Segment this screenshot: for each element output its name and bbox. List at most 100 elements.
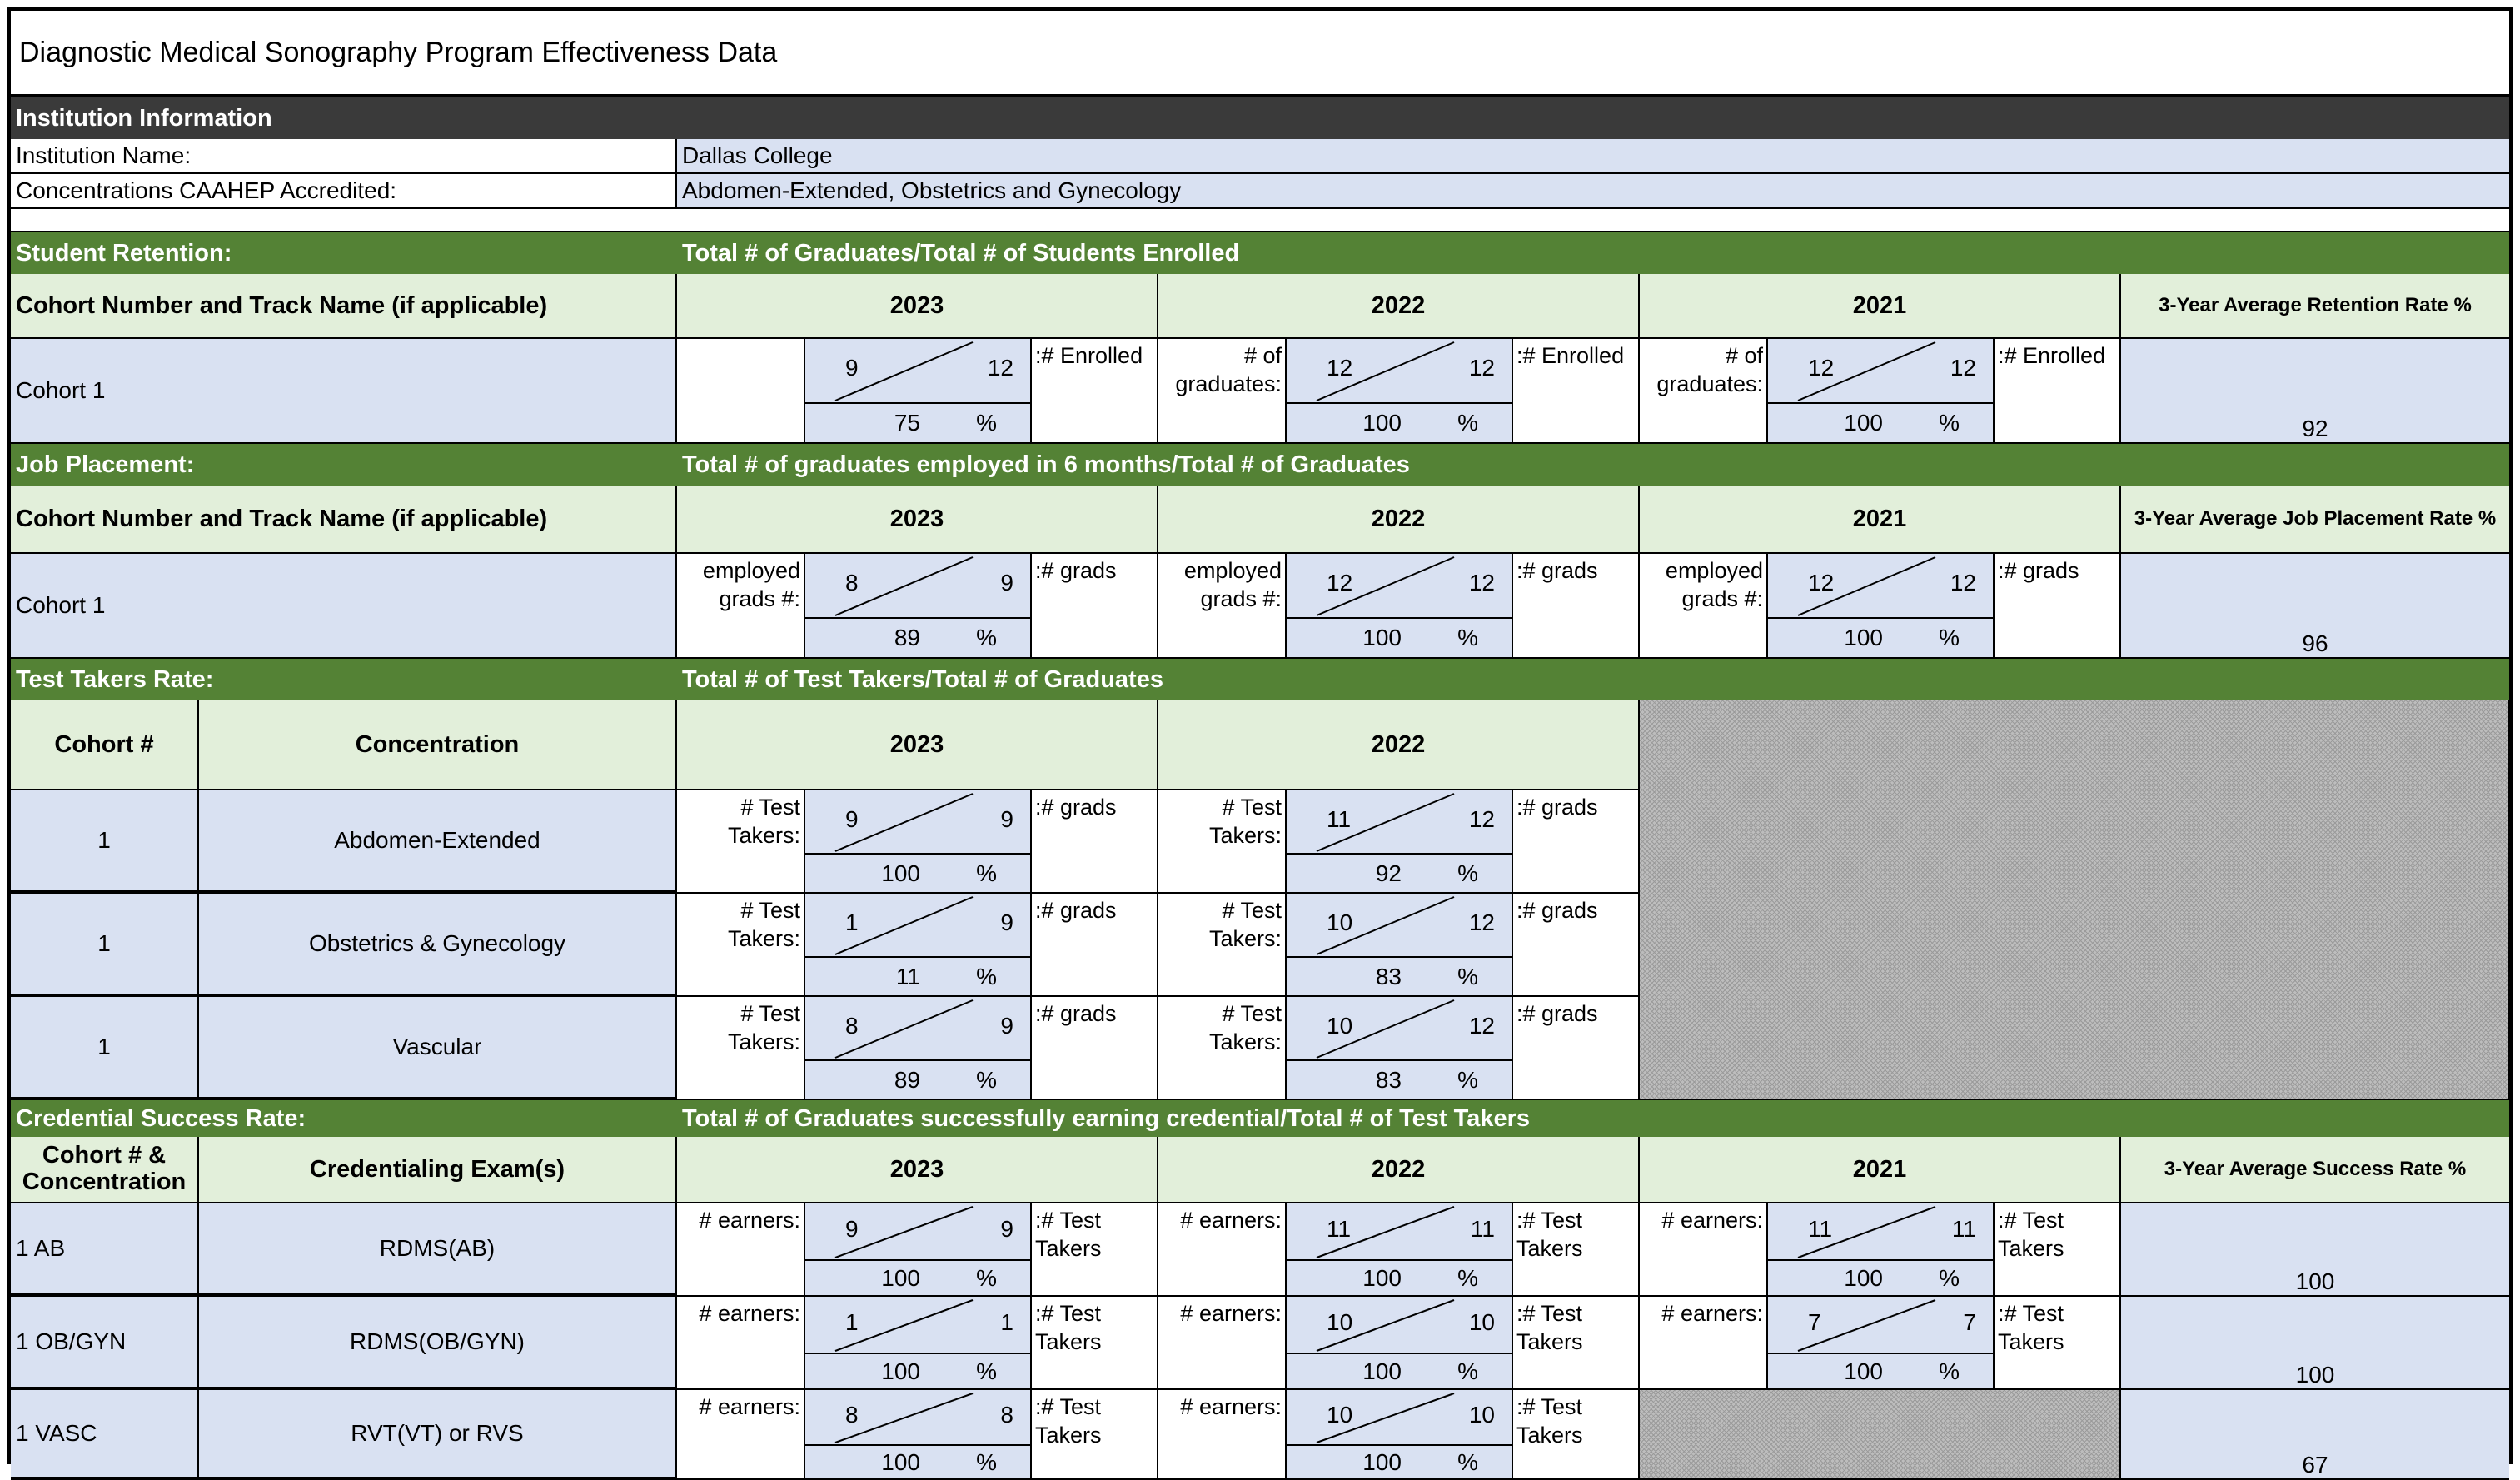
page-title: Diagnostic Medical Sonography Program Ef… xyxy=(11,11,2509,97)
test-takers-2023-numerator[interactable]: 8 xyxy=(845,1013,859,1039)
test-takers-2023-percent-row: 100% xyxy=(804,855,1032,892)
retention-2022-numerator[interactable]: 12 xyxy=(1327,355,1353,381)
job-2022-numerator[interactable]: 12 xyxy=(1327,570,1353,595)
institution-name-value[interactable]: Dallas College xyxy=(677,139,2509,174)
credential-2021-denominator[interactable]: 11 xyxy=(1951,1216,1976,1242)
test-takers-2022-denominator[interactable]: 12 xyxy=(1468,909,1495,935)
test-takers-unused-area xyxy=(1640,700,2509,1100)
test-takers-2022-denominator[interactable]: 12 xyxy=(1468,806,1495,832)
credential-2023-numerator[interactable]: 1 xyxy=(845,1309,859,1335)
credential-2023-percent-value: 100 xyxy=(881,1448,920,1475)
retention-2021-numerator[interactable]: 12 xyxy=(1808,355,1835,381)
job-2021-numerator[interactable]: 12 xyxy=(1808,570,1835,595)
retention-cohort-header: Cohort Number and Track Name (if applica… xyxy=(11,274,677,339)
credential-2022-denominator[interactable]: 11 xyxy=(1470,1216,1495,1242)
credential-2021-percent-symbol: % xyxy=(1939,1264,1960,1291)
credential-2021-percent-value: 100 xyxy=(1844,1264,1883,1291)
test-takers-2023-fraction: 9 9 100% xyxy=(804,790,1032,892)
credential-2022-numerator[interactable]: 11 xyxy=(1327,1216,1352,1242)
credential-section-label: Credential Success Rate: xyxy=(16,1104,306,1132)
test-takers-2023-denominator[interactable]: 9 xyxy=(1000,806,1013,832)
test-takers-2023-percent-value: 11 xyxy=(895,963,920,989)
retention-2023-percent-value: 75 xyxy=(894,410,920,436)
test-takers-2022-denominator[interactable]: 12 xyxy=(1468,1013,1495,1039)
retention-2022-fraction: 12 12 100% xyxy=(1285,339,1513,442)
job-year-2021: 2021 xyxy=(1640,486,2121,554)
job-year-2023: 2023 xyxy=(677,486,1158,554)
test-takers-formula: Total # of Test Takers/Total # of Gradua… xyxy=(682,665,1163,693)
retention-2021-left-label: # of graduates: xyxy=(1656,343,1763,396)
test-takers-2022-numerator[interactable]: 10 xyxy=(1327,1013,1353,1039)
retention-2023-fraction-box xyxy=(804,339,1032,404)
credential-2021-percent-row: 100% xyxy=(1766,1354,1995,1388)
credential-2021-denominator[interactable]: 7 xyxy=(1963,1309,1976,1335)
test-takers-2022-fraction-box xyxy=(1285,790,1513,855)
credential-2023-percent-symbol: % xyxy=(976,1448,997,1475)
credential-2021-slash-divider xyxy=(1797,1206,1936,1258)
credential-formula: Total # of Graduates successfully earnin… xyxy=(682,1104,1530,1132)
retention-2022-denominator[interactable]: 12 xyxy=(1468,355,1495,381)
credential-2023-fraction-box xyxy=(804,1390,1032,1446)
spreadsheet-sheet: Diagnostic Medical Sonography Program Ef… xyxy=(7,7,2513,1480)
test-takers-2023-percent-value: 100 xyxy=(881,860,920,886)
credential-2022-denominator[interactable]: 10 xyxy=(1468,1309,1495,1335)
credential-2021-numerator[interactable]: 11 xyxy=(1808,1216,1833,1242)
job-2021-denominator[interactable]: 12 xyxy=(1950,570,1976,595)
retention-row-cohort: Cohort 1 xyxy=(11,339,677,444)
credential-2021-numerator[interactable]: 7 xyxy=(1808,1309,1821,1335)
job-2022-denominator[interactable]: 12 xyxy=(1468,570,1495,595)
test-takers-2022-fraction: 10 12 83% xyxy=(1285,997,1513,1099)
credential-2022-denominator[interactable]: 10 xyxy=(1468,1402,1495,1428)
test-takers-2022-percent-row: 83% xyxy=(1285,1061,1513,1099)
credential-2022-numerator[interactable]: 10 xyxy=(1327,1309,1353,1335)
retention-2023-numerator[interactable]: 9 xyxy=(845,355,859,381)
retention-2022-percent-value: 100 xyxy=(1362,410,1402,436)
job-2021-left-label: employed grads #: xyxy=(1665,558,1763,611)
test-takers-2022-percent-row: 92% xyxy=(1285,855,1513,892)
job-2023-slash-divider xyxy=(834,556,974,616)
job-2022-right-label: :# grads xyxy=(1516,558,1598,583)
credential-2021-percent-value: 100 xyxy=(1844,1358,1883,1384)
test-takers-2022-percent-symbol: % xyxy=(1457,963,1478,989)
test-takers-2022-percent-symbol: % xyxy=(1457,1066,1478,1093)
test-takers-2022-right-label: :# grads xyxy=(1516,898,1598,923)
test-takers-2023-denominator[interactable]: 9 xyxy=(1000,909,1013,935)
test-takers-2023-fraction-box xyxy=(804,997,1032,1061)
job-2022-percent-symbol: % xyxy=(1457,625,1478,650)
test-takers-2022-numerator[interactable]: 11 xyxy=(1327,806,1352,832)
credential-2023-numerator[interactable]: 8 xyxy=(845,1402,859,1428)
credential-2021-fraction-box xyxy=(1766,1203,1995,1261)
test-takers-concentration-header: Concentration xyxy=(199,700,677,790)
job-2023-percent-symbol: % xyxy=(976,625,997,650)
credential-2023-percent-symbol: % xyxy=(976,1264,997,1291)
credential-2022-slash-divider xyxy=(1316,1299,1455,1352)
concentrations-value[interactable]: Abdomen-Extended, Obstetrics and Gynecol… xyxy=(677,174,2509,209)
credential-2023-denominator[interactable]: 1 xyxy=(1000,1309,1013,1335)
test-takers-2023-denominator[interactable]: 9 xyxy=(1000,1013,1013,1039)
job-2023-denominator[interactable]: 9 xyxy=(1000,570,1013,595)
credential-row-exam: RVT(VT) or RVS xyxy=(199,1390,677,1480)
retention-2021-percent-value: 100 xyxy=(1844,410,1883,436)
credential-2023-numerator[interactable]: 9 xyxy=(845,1216,859,1242)
credential-2022-left-label: # earners: xyxy=(1180,1394,1282,1419)
test-takers-2023-fraction: 8 9 89% xyxy=(804,997,1032,1099)
credential-2022-percent-value: 100 xyxy=(1362,1358,1402,1384)
retention-2021-percent-symbol: % xyxy=(1939,410,1960,436)
job-cohort-header: Cohort Number and Track Name (if applica… xyxy=(11,486,677,554)
credential-2022-percent-row: 100% xyxy=(1285,1446,1513,1478)
retention-2023-denominator[interactable]: 12 xyxy=(987,355,1013,381)
credential-2023-percent-value: 100 xyxy=(881,1264,920,1291)
credential-2023-percent-value: 100 xyxy=(881,1358,920,1384)
credential-2022-percent-value: 100 xyxy=(1362,1264,1402,1291)
credential-year-2022: 2022 xyxy=(1158,1137,1640,1203)
test-takers-2022-numerator[interactable]: 10 xyxy=(1327,909,1353,935)
job-2023-numerator[interactable]: 8 xyxy=(845,570,859,595)
credential-2023-denominator[interactable]: 8 xyxy=(1000,1402,1013,1428)
test-takers-2023-numerator[interactable]: 9 xyxy=(845,806,859,832)
test-takers-2023-slash-divider xyxy=(834,896,974,955)
retention-2021-denominator[interactable]: 12 xyxy=(1950,355,1976,381)
credential-2022-fraction-box xyxy=(1285,1203,1513,1261)
credential-2022-numerator[interactable]: 10 xyxy=(1327,1402,1353,1428)
credential-2023-denominator[interactable]: 9 xyxy=(1000,1216,1013,1242)
test-takers-2023-numerator[interactable]: 1 xyxy=(845,909,859,935)
